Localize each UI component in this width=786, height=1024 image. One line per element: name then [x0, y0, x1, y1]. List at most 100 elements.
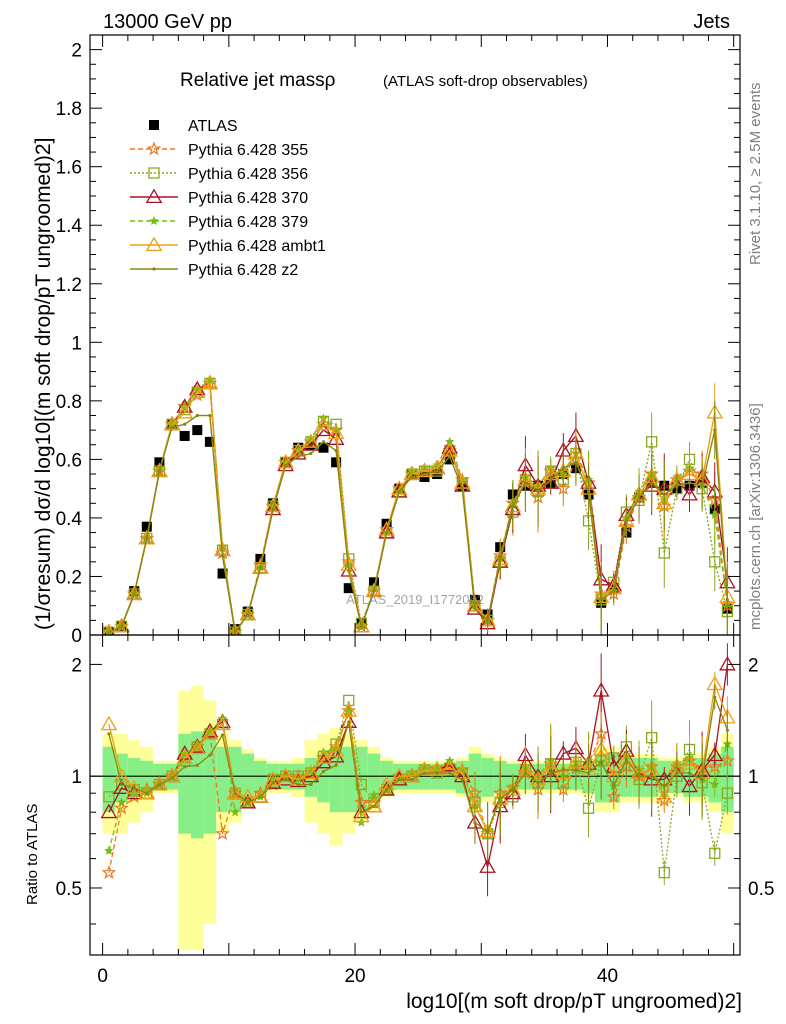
- data-point: [344, 705, 354, 715]
- data-point: [101, 864, 117, 879]
- data-point: [592, 682, 610, 697]
- legend-entry-label: Pythia 6.428 370: [188, 190, 308, 207]
- data-point: [561, 768, 565, 772]
- y-tick-label: 0.6: [56, 450, 82, 471]
- data-point: [432, 460, 442, 470]
- data-point: [485, 618, 490, 622]
- data-point: [473, 607, 477, 611]
- data-point: [114, 618, 129, 633]
- plot-subtitle: (ATLAS soft-drop observables): [383, 73, 588, 90]
- data-point: [582, 802, 595, 814]
- data-point: [157, 782, 162, 787]
- data-point: [157, 469, 162, 473]
- data-point: [725, 598, 729, 602]
- y-tick-label: 1: [71, 333, 82, 354]
- data-point: [340, 702, 358, 717]
- data-point: [428, 761, 446, 776]
- data-point: [284, 777, 288, 782]
- data-point: [204, 436, 215, 447]
- data-point: [422, 472, 427, 476]
- plot-title: Relative jet massρ: [180, 70, 336, 91]
- data-point: [624, 757, 629, 761]
- data-point: [152, 267, 156, 271]
- data-point: [100, 803, 118, 819]
- data-point: [624, 519, 629, 523]
- data-point: [119, 782, 124, 787]
- data-point: [700, 484, 704, 488]
- data-point: [372, 589, 376, 593]
- data-point: [460, 777, 464, 782]
- data-point: [498, 557, 502, 561]
- series-line: [108, 414, 729, 634]
- data-point: [700, 777, 704, 782]
- data-point: [390, 767, 408, 783]
- data-point: [277, 767, 294, 783]
- data-point: [419, 761, 430, 771]
- y-tick-label: 0: [71, 626, 82, 647]
- data-point: [113, 779, 130, 794]
- data-point: [126, 586, 142, 601]
- data-point: [466, 600, 484, 615]
- data-point: [208, 413, 212, 418]
- data-point: [220, 733, 225, 737]
- data-point: [359, 810, 363, 814]
- data-point: [195, 763, 199, 767]
- data-point: [416, 761, 433, 776]
- main-y-axis-label: (1/σresum) dσ/d log10[(m soft drop/pT un…: [32, 138, 55, 630]
- stat-band-bin: [342, 746, 356, 813]
- data-point: [422, 771, 427, 775]
- stat-band-bin: [481, 757, 494, 797]
- data-point: [441, 756, 459, 772]
- data-point: [706, 746, 724, 762]
- data-point: [103, 791, 115, 803]
- data-point: [410, 777, 414, 782]
- data-point: [365, 582, 383, 598]
- stat-band-bin: [115, 753, 128, 803]
- data-point: [176, 404, 193, 419]
- y-tick-label: 0.8: [56, 392, 82, 413]
- data-point: [561, 466, 565, 470]
- data-point: [192, 425, 203, 436]
- data-point: [230, 807, 240, 817]
- data-point: [170, 776, 174, 780]
- data-point: [368, 577, 379, 588]
- stat-band-bin: [241, 753, 255, 803]
- data-point: [151, 775, 168, 791]
- data-point: [331, 743, 341, 753]
- legend-entry-label: Pythia 6.428 z2: [188, 262, 298, 279]
- ratio-line: [108, 694, 729, 833]
- data-point: [149, 120, 159, 130]
- data-point: [179, 430, 190, 441]
- legend-entry-label: ATLAS: [188, 118, 238, 135]
- data-point: [306, 433, 316, 443]
- data-point: [220, 554, 225, 558]
- data-point: [343, 583, 354, 594]
- data-point: [675, 771, 679, 775]
- data-point: [662, 492, 666, 497]
- data-point: [116, 797, 127, 807]
- data-point: [318, 442, 329, 453]
- data-point: [327, 747, 345, 763]
- data-point: [498, 797, 502, 801]
- data-point: [170, 425, 174, 429]
- data-point: [511, 788, 515, 792]
- data-point: [228, 623, 242, 635]
- data-point: [687, 771, 692, 775]
- data-point: [331, 457, 342, 468]
- data-point: [138, 529, 156, 545]
- data-point: [416, 462, 433, 478]
- data-point: [523, 481, 528, 485]
- data-point: [606, 789, 622, 804]
- data-point: [574, 460, 578, 464]
- ratio-series-group: [90, 643, 740, 897]
- data-point: [655, 788, 673, 803]
- data-point: [372, 804, 376, 808]
- mcplots-reference-label: mcplots.cern.ch [arXiv:1306.3436]: [747, 403, 764, 630]
- stat-band-bin: [190, 731, 204, 839]
- data-point: [334, 449, 338, 453]
- ratio-y-tick-label: 1: [71, 767, 82, 788]
- data-point: [258, 566, 262, 570]
- data-point: [246, 800, 250, 805]
- data-point: [410, 475, 414, 479]
